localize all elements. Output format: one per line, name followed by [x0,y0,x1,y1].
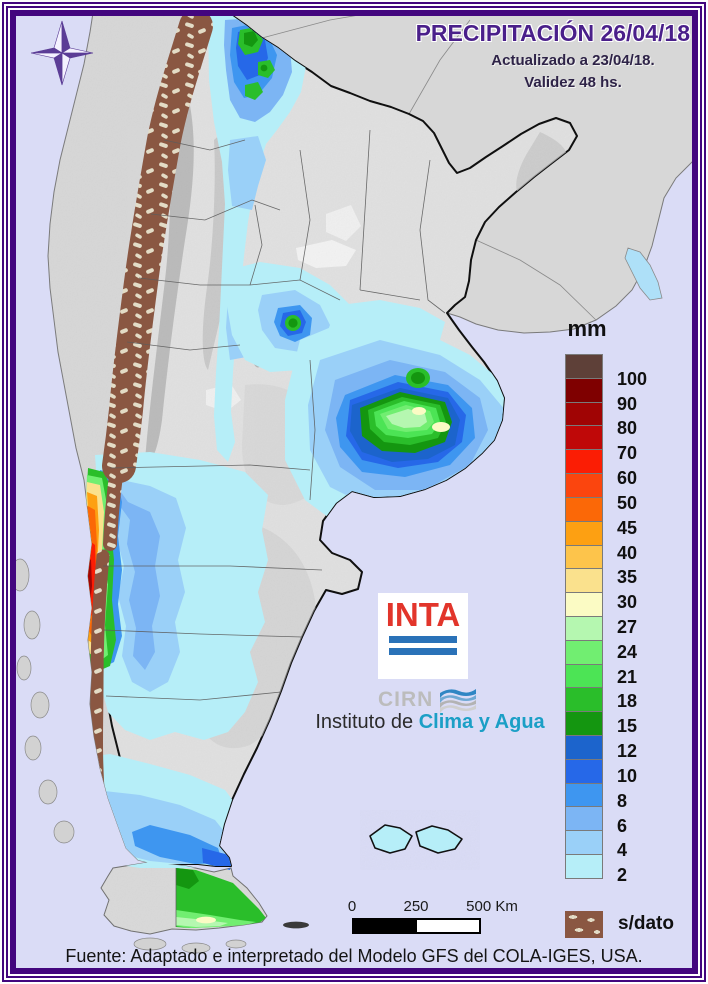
legend-label: 80 [617,418,638,439]
legend-swatch [565,354,603,379]
legend-swatch [565,782,603,808]
cirn-text: CIRN [378,688,434,711]
legend-swatch [565,449,603,475]
legend-label: 2 [617,865,628,886]
legend-label: 4 [617,840,628,861]
legend-label: 50 [617,492,638,513]
institute-name: Instituto de Clima y Agua [300,711,560,734]
inta-logo-bar [389,648,457,655]
legend-swatch [565,663,603,689]
legend-swatch [565,711,603,736]
legend-swatch [565,401,603,427]
scale-bar-filled [354,920,417,932]
map-title: PRECIPITACIÓN 26/04/18 [415,20,690,46]
scale-tick-0: 0 [347,898,357,915]
scale-bar [352,918,481,934]
compass-icon [30,20,94,86]
legend-label: 6 [617,815,628,836]
legend-label: 60 [617,468,638,489]
legend-swatch [565,592,603,617]
legend-swatch [565,377,603,403]
legend-label: 90 [617,393,638,414]
legend-swatch [565,568,603,594]
middle-frame: PRECIPITACIÓN 26/04/18 Actualizado a 23/… [6,6,702,978]
argentina-precipitation-map [16,16,692,954]
legend-label: 12 [617,741,638,762]
map-validity: Validez 48 hs. [524,74,622,91]
legend-label: 70 [617,443,638,464]
map-updated: Actualizado a 23/04/18. [491,52,655,69]
inner-frame: PRECIPITACIÓN 26/04/18 Actualizado a 23/… [10,10,698,974]
legend-label: 8 [617,790,628,811]
legend-swatch [565,735,603,760]
legend-swatch [565,615,603,641]
source-note: Fuente: Adaptado e interpretado del Mode… [65,946,643,966]
scale-tick-500: 500 Km [466,898,518,915]
legend-label: 35 [617,567,638,588]
legend-label: 40 [617,542,638,563]
legend-unit: mm [567,316,607,341]
scale-tick-250: 250 [403,898,429,915]
cirn-row: CIRN [378,686,488,714]
map-canvas: PRECIPITACIÓN 26/04/18 Actualizado a 23/… [16,16,692,968]
isla-de-los-estados [283,921,309,929]
legend-label: 15 [617,716,638,737]
legend-swatch [565,496,603,522]
cirn-flag-icon [440,689,477,713]
legend-swatch [565,544,603,570]
inta-logo: INTA [378,593,468,679]
legend-swatch [565,639,603,665]
legend-label: 27 [617,617,638,638]
legend-swatch [565,758,603,784]
no-data-label: s/dato [618,913,674,934]
legend-label: 30 [617,592,638,613]
inta-logo-bar [389,636,457,643]
no-data-swatch [565,911,603,938]
institute-prefix: Instituto de [315,711,419,733]
legend-swatch [565,830,603,856]
legend-swatch [565,687,603,713]
legend-swatch [565,854,603,879]
legend-swatch [565,520,603,546]
province-boundaries [103,129,446,927]
legend-label: 10 [617,765,638,786]
legend-swatch [565,806,603,832]
legend-label: 18 [617,691,638,712]
legend-swatch [565,473,603,498]
legend-label: 100 [617,368,648,389]
malvinas-islands [369,824,463,854]
legend-label: 45 [617,517,638,538]
legend-swatch-column [565,354,603,879]
inta-logo-text: INTA [385,596,461,633]
legend-swatch [565,425,603,451]
institute-highlight: Clima y Agua [418,711,545,733]
legend-label: 24 [617,641,638,662]
legend-label: 21 [617,666,638,687]
